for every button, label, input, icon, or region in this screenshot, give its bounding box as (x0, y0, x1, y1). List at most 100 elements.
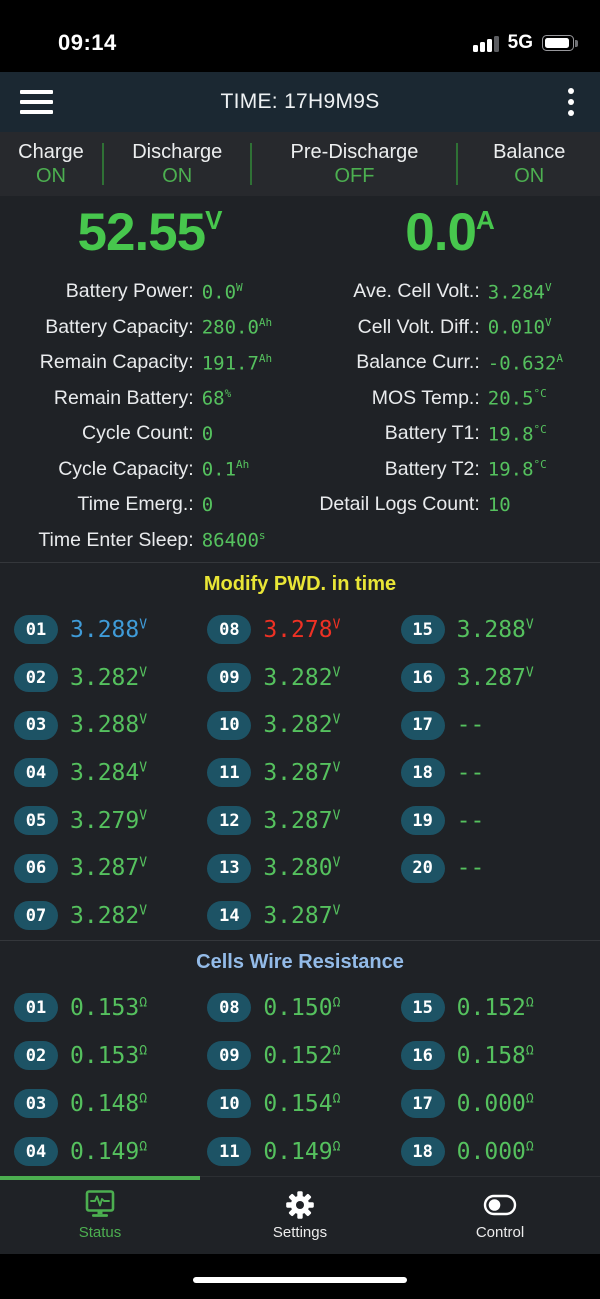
cell-number-badge: 15 (400, 993, 445, 1023)
gauge-row: 52.55 V 0.0 A (0, 196, 600, 272)
cell-number-badge: 11 (207, 1137, 252, 1167)
cell-reading: 16 3.287V (397, 654, 590, 702)
info-value: 10 (487, 493, 511, 516)
bottom-tab-bar: Status (0, 1175, 600, 1254)
cell-reading: 10 0.154Ω (203, 1080, 396, 1128)
charge-status: Charge ON (0, 141, 102, 188)
info-value: 20.5°C (487, 387, 547, 410)
discharge-status: Discharge ON (104, 141, 251, 188)
info-column-right: Ave. Cell Volt.: 3.284V Cell Volt. Diff.: 0… (298, 274, 596, 558)
switch-status-row: Charge ON Discharge ON Pre-Discharge OFF… (0, 132, 600, 196)
info-label: Cell Volt. Diff.: (357, 315, 480, 338)
wire-resistance-title: Cells Wire Resistance (196, 950, 404, 973)
cell-reading: 15 3.288V (397, 606, 590, 654)
monitor-waveform-icon (85, 1190, 115, 1218)
charge-label: Charge (18, 140, 84, 163)
tab-control[interactable]: Control (400, 1177, 600, 1254)
cell-reading: 05 3.279V (10, 797, 203, 845)
battery-info-grid: Battery Power: 0.0W Battery Capacity: 280.0… (0, 272, 600, 562)
info-value: 0 (201, 422, 214, 445)
cell-number-badge: 12 (207, 806, 252, 836)
cell-number-badge: 08 (207, 615, 252, 645)
divider (250, 143, 253, 185)
info-row: Remain Battery: 68% (0, 381, 298, 417)
tab-settings[interactable]: Settings (200, 1177, 400, 1254)
info-row: Battery T1: 19.8°C (298, 416, 596, 452)
clock-time: 09:14 (58, 30, 117, 55)
cell-value: 0.158Ω (456, 1042, 534, 1069)
cell-reading: 06 3.287V (10, 844, 203, 892)
home-indicator[interactable] (193, 1276, 407, 1283)
info-value: 19.8°C (487, 422, 547, 445)
info-label: Remain Battery: (53, 386, 194, 409)
cell-reading: 18 -- (397, 749, 590, 797)
cell-value: 0.153Ω (70, 1042, 148, 1069)
cell-reading: 03 3.288V (10, 701, 203, 749)
tab-status[interactable]: Status (0, 1177, 200, 1254)
cell-reading: 09 3.282V (203, 654, 396, 702)
cell-reading: 17 0.000Ω (397, 1080, 590, 1128)
pre-discharge-value: OFF (334, 164, 375, 187)
info-value: 0.1Ah (201, 458, 250, 481)
bottom-strip (0, 1253, 600, 1299)
cell-number-badge: 19 (400, 806, 445, 836)
divider (101, 143, 104, 185)
cell-reading: 02 0.153Ω (10, 1032, 203, 1080)
resistance-column-3: 15 0.152Ω 16 0.158Ω 17 0.000Ω 18 0.000Ω (397, 984, 590, 1176)
discharge-label: Discharge (132, 140, 223, 163)
signal-strength-icon (472, 35, 499, 52)
cell-value: 3.287V (263, 807, 341, 834)
cell-number-badge: 17 (400, 1089, 445, 1119)
info-row: Cycle Capacity: 0.1Ah (0, 452, 298, 488)
info-label: Cycle Count: (82, 422, 194, 445)
balance-value: ON (514, 164, 545, 187)
pre-discharge-label: Pre-Discharge (290, 140, 419, 163)
info-value: 0 (201, 493, 214, 516)
info-value: 191.7Ah (201, 351, 273, 374)
voltage-column-1: 01 3.288V 02 3.282V 03 3.288V 04 3.284V 05 3.279V… (10, 606, 203, 940)
cell-reading: 15 0.152Ω (397, 984, 590, 1032)
cell-value: -- (456, 712, 485, 739)
cell-reading: 10 3.282V (203, 701, 396, 749)
info-value: 86400s (201, 529, 266, 552)
cell-number-badge: 01 (14, 993, 58, 1023)
cell-reading: 01 3.288V (10, 606, 203, 654)
info-value: 19.8°C (487, 458, 547, 481)
wire-resistance-section: Cells Wire Resistance 01 0.153Ω 02 0.153Ω 03… (0, 939, 600, 1176)
info-label: Time Emerg.: (77, 493, 194, 516)
hamburger-menu-icon[interactable] (20, 90, 62, 114)
info-label: Detail Logs Count: (319, 493, 480, 516)
cell-value: 0.149Ω (263, 1138, 341, 1165)
cell-reading: 18 0.000Ω (397, 1128, 590, 1176)
cell-reading: 13 3.280V (203, 844, 396, 892)
pack-current-value: 0.0 (405, 203, 477, 262)
cell-value: 3.287V (456, 664, 534, 691)
cell-value: 0.154Ω (263, 1090, 341, 1117)
toggle-icon (483, 1195, 517, 1216)
balance-status: Balance ON (458, 141, 600, 188)
cell-reading: 03 0.148Ω (10, 1080, 203, 1128)
cell-reading: 04 3.284V (10, 749, 203, 797)
cell-reading: 04 0.149Ω (10, 1128, 203, 1176)
voltage-column-2: 08 3.278V 09 3.282V 10 3.282V 11 3.287V 12 3.287V… (203, 606, 396, 940)
cell-value: 3.282V (263, 664, 341, 691)
modify-pwd-notice: Modify PWD. in time (203, 573, 397, 595)
kebab-menu-icon[interactable] (538, 88, 580, 116)
pack-voltage-value: 52.55 (77, 203, 207, 262)
wire-resistance-grid: 01 0.153Ω 02 0.153Ω 03 0.148Ω 04 0.149Ω 08 0.150… (0, 984, 600, 1176)
cell-value: 3.278V (263, 616, 341, 643)
info-row: MOS Temp.: 20.5°C (298, 381, 596, 417)
cell-reading: 16 0.158Ω (397, 1032, 590, 1080)
info-label: Time Enter Sleep: (38, 528, 194, 551)
info-label: Battery T1: (384, 422, 480, 445)
cell-number-badge: 18 (400, 758, 445, 788)
cell-reading: 19 -- (397, 797, 590, 845)
info-row: Detail Logs Count: 10 (298, 487, 596, 523)
discharge-value: ON (162, 164, 193, 187)
cell-reading: 07 3.282V (10, 892, 203, 940)
cell-number-badge: 11 (207, 758, 252, 788)
cell-number-badge: 16 (400, 1041, 445, 1071)
cell-reading: 09 0.152Ω (203, 1032, 396, 1080)
cell-number-badge: 13 (207, 853, 252, 883)
